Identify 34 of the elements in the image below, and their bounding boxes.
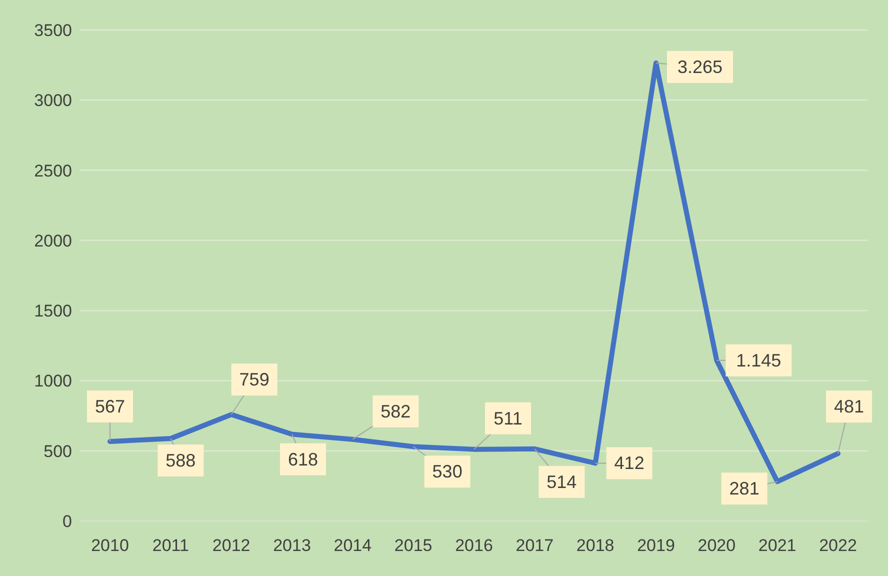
y-tick-label: 500 bbox=[44, 442, 72, 461]
x-tick-label: 2011 bbox=[152, 536, 189, 556]
data-label: 582 bbox=[380, 401, 411, 422]
x-tick-label: 2021 bbox=[758, 536, 796, 556]
y-tick-label: 3500 bbox=[34, 21, 72, 40]
data-label: 1.145 bbox=[736, 350, 782, 370]
x-tick-label: 2020 bbox=[698, 536, 736, 556]
data-label: 281 bbox=[729, 478, 760, 499]
data-label: 588 bbox=[166, 450, 196, 471]
data-label: 511 bbox=[494, 408, 522, 428]
data-label: 514 bbox=[546, 472, 577, 492]
data-label: 3.265 bbox=[677, 56, 723, 77]
x-tick-label: 2015 bbox=[394, 536, 432, 556]
x-tick-label: 2019 bbox=[637, 536, 675, 556]
y-tick-label: 0 bbox=[62, 512, 72, 532]
y-tick-label: 3000 bbox=[34, 91, 72, 110]
x-tick-label: 2010 bbox=[91, 536, 129, 556]
x-tick-label: 2012 bbox=[212, 536, 250, 556]
data-label: 618 bbox=[288, 449, 318, 470]
x-tick-label: 2016 bbox=[455, 536, 493, 556]
x-tick-label: 2022 bbox=[819, 536, 857, 556]
data-label: 567 bbox=[94, 396, 126, 416]
data-label: 412 bbox=[614, 453, 644, 474]
x-tick-label: 2017 bbox=[516, 536, 554, 556]
x-tick-label: 2013 bbox=[273, 536, 311, 556]
y-tick-label: 1000 bbox=[34, 372, 72, 391]
x-tick-label: 2014 bbox=[334, 536, 372, 556]
x-tick-label: 2018 bbox=[576, 536, 614, 556]
data-label: 759 bbox=[239, 370, 270, 390]
data-label: 530 bbox=[432, 462, 462, 482]
y-tick-label: 1500 bbox=[34, 302, 72, 321]
data-label: 481 bbox=[834, 396, 864, 417]
y-tick-label: 2000 bbox=[34, 231, 72, 250]
y-tick-label: 2500 bbox=[34, 161, 72, 180]
